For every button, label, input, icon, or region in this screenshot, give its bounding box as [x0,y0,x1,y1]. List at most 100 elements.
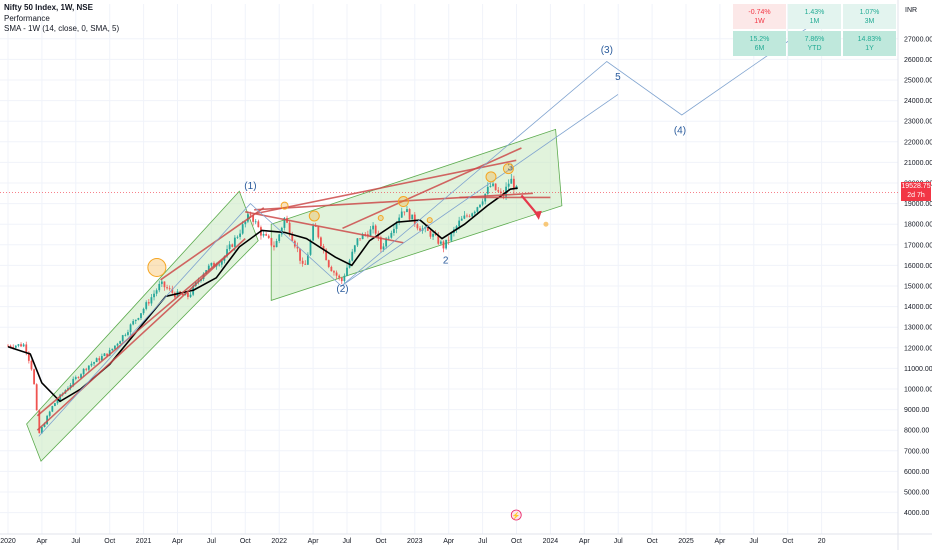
candle-body [406,209,408,213]
candle-body [507,183,510,187]
candle-body [390,232,393,238]
candle-body [90,363,93,366]
candle-body [111,348,114,351]
candle-body [445,239,447,249]
candle-body [14,345,17,348]
sma-indicator-label[interactable]: SMA - 1W (14, close, 0, SMA, 5) [4,24,120,33]
trend-line-rising [342,147,522,230]
candle-body [158,283,161,291]
candle-body [387,237,390,239]
candle-body [309,240,312,255]
candle-body [356,238,359,246]
candle-body [145,302,148,309]
candle-body [54,403,56,407]
candle-body [56,400,59,404]
candle-body [121,335,124,342]
candle-body [322,246,325,250]
x-tick-label: Apr [443,538,455,545]
candle-body [458,220,461,227]
candle-body [325,249,328,261]
candle-body [134,319,137,322]
candle-body [27,352,30,361]
highlight-circle [426,217,433,224]
candle-body [466,215,468,217]
candle-body [181,293,184,296]
candle-body [460,218,463,221]
candle-body [351,251,354,261]
candle-body [163,281,166,288]
candle-body [408,209,411,220]
candle-body [291,234,294,241]
x-tick-label: Oct [104,538,115,545]
candle-body [471,213,474,217]
candle-body [254,221,257,223]
candle-body [226,249,228,257]
candle-body [306,254,309,265]
candle-body [380,237,382,250]
candle-body [72,378,75,385]
candle-body [108,350,111,356]
x-tick-label: Jul [614,538,623,545]
candle-body [142,308,145,314]
perf-cell-6m: 15.2% 6M [733,31,786,56]
candle-body [239,233,241,237]
candle-body [168,288,171,290]
decline-arrowhead [533,210,542,220]
candle-body [41,427,43,434]
y-tick-label: 26000.00 [904,57,932,64]
candle-body [262,234,265,236]
candle-body [93,362,95,364]
price-badge: 19528.75 2d 7h [901,182,931,201]
candle-body [486,186,489,194]
candle-body [127,332,129,335]
candle-body [43,424,46,428]
candle-body [437,234,440,244]
highlight-circle [308,210,320,222]
performance-indicator-label[interactable]: Performance [4,13,50,23]
candle-body [411,214,414,220]
x-tick-label: Oct [375,538,386,545]
y-tick-label: 18000.00 [904,222,932,229]
candle-body [299,248,301,261]
x-tick-label: 20 [818,538,826,545]
candle-body [333,271,335,273]
currency-label[interactable]: INR [905,7,918,14]
candle-body [210,262,213,266]
candle-body [265,234,268,236]
x-tick-label: Jul [207,538,216,545]
candle-body [38,410,41,434]
y-tick-label: 4000.00 [904,510,929,517]
candle-body [369,229,372,237]
candle-body [275,241,278,248]
x-tick-label: Oct [782,538,793,545]
candle-body [312,225,314,241]
candle-body [160,281,163,284]
candle-body [419,228,421,231]
wave-label: 3 [508,163,514,174]
candle-body [385,238,388,247]
candle-body [400,211,403,218]
x-tick-label: Apr [36,538,48,545]
y-tick-label: 13000.00 [904,325,932,332]
x-tick-label: Jul [749,538,758,545]
candle-body [395,222,398,229]
x-tick-label: 2021 [136,538,152,545]
symbol-title[interactable]: Nifty 50 Index, 1W, NSE [4,3,93,12]
y-tick-label: 16000.00 [904,263,932,270]
candle-body [218,264,221,266]
candle-body [288,222,291,235]
wave-projection-path [38,17,822,437]
wave-label: (3) [601,45,613,56]
candle-body [147,302,150,304]
candle-body [77,377,80,378]
candle-body [463,215,466,219]
x-tick-label: Jul [71,538,80,545]
event-marker-icon [510,509,522,521]
highlight-circle [280,201,289,210]
candle-body [171,288,174,293]
y-tick-label: 15000.00 [904,284,932,291]
wave-projection-path-2 [341,94,619,287]
candle-body [497,190,500,192]
